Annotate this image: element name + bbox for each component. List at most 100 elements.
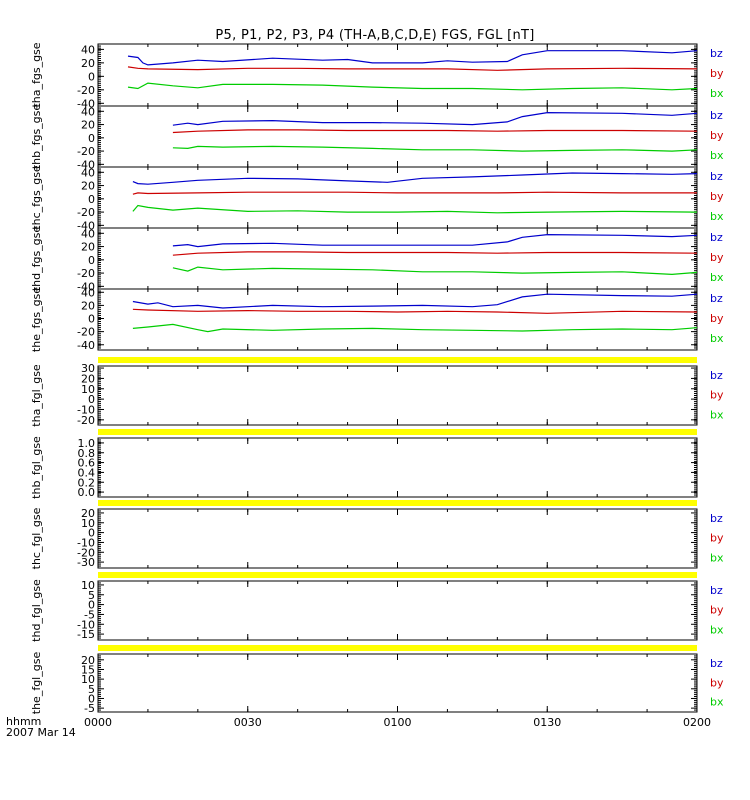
legend-by: by xyxy=(710,67,724,80)
time-coverage-bar xyxy=(98,357,697,363)
legend-bz: bz xyxy=(710,47,723,60)
legend-bx: bx xyxy=(710,87,724,100)
time-coverage-bar xyxy=(98,500,697,506)
y-tick-label: 1.0 xyxy=(78,437,96,450)
y-tick-label: -20 xyxy=(77,267,95,280)
panel-frame xyxy=(97,580,698,641)
x-tick-label: 0000 xyxy=(84,716,112,729)
series-by-line xyxy=(172,129,698,134)
y-tick-label: 40 xyxy=(81,43,95,56)
series-by-line xyxy=(132,191,697,195)
series-bz-line xyxy=(132,293,698,309)
panel-frame xyxy=(97,105,698,168)
panel-frame xyxy=(97,365,698,426)
panel-frame xyxy=(97,437,698,498)
y-tick-label: 30 xyxy=(81,362,95,375)
y-tick-label: -40 xyxy=(77,97,95,110)
legend-by: by xyxy=(710,312,724,325)
y-tick-label: -10 xyxy=(77,403,95,416)
y-tick-label: 40 xyxy=(81,166,95,179)
y-tick-label: 0 xyxy=(88,527,95,540)
y-axis-label: tha_fgs_gse xyxy=(30,42,43,107)
y-tick-label: 20 xyxy=(81,372,95,385)
panel-frame xyxy=(97,43,698,107)
series-bx-line xyxy=(172,266,698,276)
y-axis-label: thd_fgs_gse xyxy=(30,226,43,292)
panel-frame xyxy=(97,653,698,713)
page-title: P5, P1, P2, P3, P4 (TH-A,B,C,D,E) FGS, F… xyxy=(215,28,535,43)
y-tick-label: 0 xyxy=(88,599,95,612)
y-tick-label: 15 xyxy=(81,663,95,676)
legend-bx: bx xyxy=(710,623,724,636)
y-tick-label: 10 xyxy=(81,383,95,396)
y-tick-label: -5 xyxy=(84,702,95,715)
series-bx-line xyxy=(132,204,698,214)
series-bz-line xyxy=(127,50,698,66)
y-tick-label: 10 xyxy=(81,673,95,686)
series-bx-line xyxy=(172,145,698,152)
y-tick-label: -30 xyxy=(77,556,95,569)
y-axis-label: thd_fgl_gse xyxy=(30,579,43,642)
y-tick-label: 0.4 xyxy=(78,466,96,479)
legend-bz: bz xyxy=(710,584,723,597)
y-tick-label: 40 xyxy=(81,227,95,240)
y-axis-label: thb_fgs_gse xyxy=(30,104,43,170)
y-tick-label: -40 xyxy=(77,280,95,293)
legend-bx: bx xyxy=(710,210,724,223)
legend-by: by xyxy=(710,190,724,203)
x-tick-label: 0200 xyxy=(683,716,711,729)
y-tick-label: 20 xyxy=(81,241,95,254)
y-tick-label: -20 xyxy=(77,206,95,219)
panel-frame xyxy=(97,288,698,351)
y-tick-label: 40 xyxy=(81,105,95,118)
y-tick-label: -20 xyxy=(77,326,95,339)
y-tick-label: -20 xyxy=(77,145,95,158)
legend-bx: bx xyxy=(710,149,724,162)
y-tick-label: 0 xyxy=(88,70,95,83)
y-axis-label: thb_fgl_gse xyxy=(30,436,43,499)
y-tick-label: 0.0 xyxy=(78,486,96,499)
y-tick-label: 0.2 xyxy=(78,476,96,489)
y-tick-label: -40 xyxy=(77,158,95,171)
legend-by: by xyxy=(710,676,724,689)
series-bz-line xyxy=(132,172,698,185)
y-tick-label: 0 xyxy=(88,193,95,206)
y-tick-label: 0 xyxy=(88,254,95,267)
y-tick-label: 20 xyxy=(81,57,95,70)
y-axis-label: the_fgs_gse xyxy=(30,287,43,352)
legend-bz: bz xyxy=(710,109,723,122)
series-bx-line xyxy=(132,323,698,333)
y-axis-label: thc_fgs_gse xyxy=(30,165,43,230)
y-tick-label: 0.8 xyxy=(78,447,96,460)
legend-bx: bx xyxy=(710,551,724,564)
legend-bz: bz xyxy=(710,231,723,244)
legend-bx: bx xyxy=(710,332,724,345)
y-tick-label: 0 xyxy=(88,393,95,406)
legend-by: by xyxy=(710,389,724,402)
legend-bz: bz xyxy=(710,170,723,183)
y-tick-label: 20 xyxy=(81,180,95,193)
x-tick-label: 0100 xyxy=(384,716,412,729)
y-tick-label: 20 xyxy=(81,654,95,667)
y-tick-label: -40 xyxy=(77,219,95,232)
legend-by: by xyxy=(710,532,724,545)
legend-bx: bx xyxy=(710,271,724,284)
legend-bz: bz xyxy=(710,657,723,670)
time-coverage-bar xyxy=(98,572,697,578)
series-bz-line xyxy=(172,111,698,126)
y-tick-label: -20 xyxy=(77,414,95,427)
time-axis-label: hhmm xyxy=(6,715,42,728)
y-tick-label: -10 xyxy=(77,618,95,631)
y-tick-label: 5 xyxy=(88,589,95,602)
legend-by: by xyxy=(710,129,724,142)
y-axis-label: the_fgl_gse xyxy=(30,652,43,715)
series-by-line xyxy=(127,66,698,71)
x-tick-label: 0030 xyxy=(234,716,262,729)
panel-frame xyxy=(97,227,698,290)
time-coverage-bar xyxy=(98,429,697,435)
series-bx-line xyxy=(127,82,698,91)
y-tick-label: -5 xyxy=(84,608,95,621)
y-tick-label: -40 xyxy=(77,339,95,352)
series-bz-line xyxy=(172,233,698,248)
